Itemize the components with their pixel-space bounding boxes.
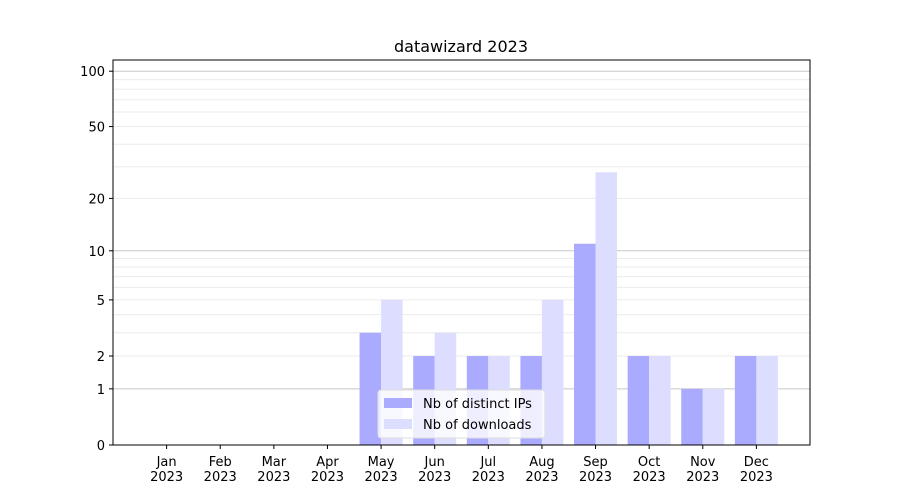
y-tick-label: 2 xyxy=(97,350,105,365)
x-tick-label: Mar 2023 xyxy=(257,455,290,485)
x-axis: Jan 2023 Feb 2023 Mar 2023 Apr 2023 May 2023 Jun 20… xyxy=(150,445,773,485)
x-tick-label: Jan 2023 xyxy=(150,455,183,485)
x-tick-label: Dec 2023 xyxy=(740,455,773,485)
bar-downloads xyxy=(702,388,725,445)
legend-box xyxy=(377,389,546,439)
bar-downloads xyxy=(649,356,671,445)
legend-swatch xyxy=(384,398,412,408)
x-tick-label: Nov 2023 xyxy=(686,455,719,485)
x-tick-label: Sep 2023 xyxy=(579,455,612,485)
x-tick-label: Jun 2023 xyxy=(418,455,451,485)
x-tick-label: May 2023 xyxy=(365,455,398,485)
y-tick-label: 20 xyxy=(88,192,105,207)
bar-downloads xyxy=(756,356,778,445)
y-tick-label: 1 xyxy=(97,383,105,398)
legend-swatch xyxy=(384,419,412,429)
bar-distinct-ips xyxy=(681,388,703,445)
grid xyxy=(113,70,810,390)
x-tick-label: Oct 2023 xyxy=(633,455,666,485)
x-tick-label: Feb 2023 xyxy=(204,455,237,485)
bar-distinct-ips xyxy=(359,332,382,445)
y-tick-label: 5 xyxy=(97,294,105,309)
legend-label: Nb of distinct IPs xyxy=(423,397,532,412)
y-tick-label: 100 xyxy=(80,65,105,80)
bar-distinct-ips xyxy=(627,356,650,445)
y-tick-label: 10 xyxy=(88,245,105,260)
x-tick-label: Aug 2023 xyxy=(525,455,558,485)
y-tick-label: 50 xyxy=(88,121,105,136)
plot-frame xyxy=(112,59,811,446)
y-axis: 0 1 2 5 10 20 50 100 xyxy=(80,65,113,454)
bar-distinct-ips xyxy=(734,356,757,445)
x-tick-label: Apr 2023 xyxy=(311,455,344,485)
y-tick-label: 0 xyxy=(97,439,105,454)
bar-downloads xyxy=(595,172,618,445)
x-tick-label: Jul 2023 xyxy=(472,455,505,485)
chart-title: datawizard 2023 xyxy=(394,37,528,56)
bar-distinct-ips xyxy=(574,243,596,445)
legend-label: Nb of downloads xyxy=(423,418,532,433)
legend: Nb of distinct IPs Nb of downloads xyxy=(377,389,546,439)
bar-downloads xyxy=(541,299,564,445)
